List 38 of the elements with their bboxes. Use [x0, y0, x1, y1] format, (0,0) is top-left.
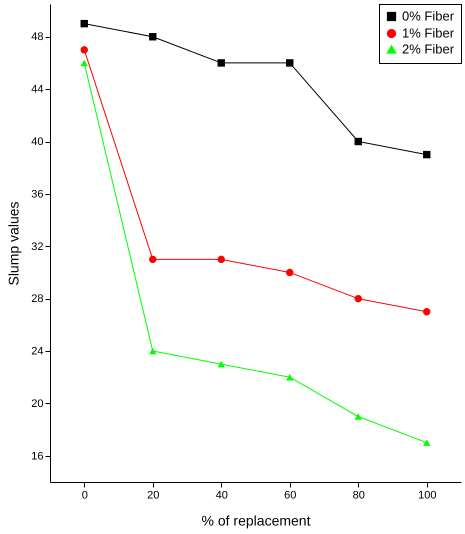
x-tick-label: 60	[284, 490, 296, 502]
y-tick-label: 36	[31, 188, 44, 200]
x-tick-label: 0	[82, 490, 88, 502]
y-tick-label: 20	[31, 398, 44, 410]
point	[80, 20, 88, 28]
point	[218, 59, 225, 67]
point	[354, 294, 362, 302]
point	[149, 348, 156, 354]
point	[286, 374, 294, 380]
point	[149, 33, 156, 40]
point	[354, 138, 362, 146]
y-axis-title: Slump values	[5, 201, 22, 286]
point	[149, 256, 156, 264]
y-tick-label: 16	[31, 450, 44, 462]
legend-label: 1% Fiber	[402, 26, 455, 40]
x-tick-label: 80	[352, 490, 365, 502]
point	[80, 60, 88, 66]
point	[423, 308, 430, 316]
x-tick-label: 40	[216, 490, 228, 502]
x-axis-title: % of replacement	[202, 512, 311, 528]
point	[423, 440, 430, 446]
point	[218, 360, 225, 368]
point	[286, 268, 294, 276]
point	[218, 256, 225, 264]
x-tick-label: 100	[418, 490, 436, 502]
y-tick-label: 24	[31, 346, 44, 358]
point	[80, 46, 88, 54]
point	[354, 413, 362, 420]
y-tick-label: 28	[31, 293, 44, 306]
y-tick-label: 40	[31, 136, 44, 148]
y-tick-label: 32	[31, 240, 44, 253]
point	[423, 150, 430, 158]
x-tick-label: 20	[147, 490, 160, 502]
legend-label: 2% Fiber	[402, 42, 455, 56]
y-tick-label: 44	[31, 84, 44, 96]
legend-label: 0% Fiber	[402, 8, 455, 24]
y-tick-label: 48	[31, 31, 44, 44]
point	[286, 59, 294, 67]
